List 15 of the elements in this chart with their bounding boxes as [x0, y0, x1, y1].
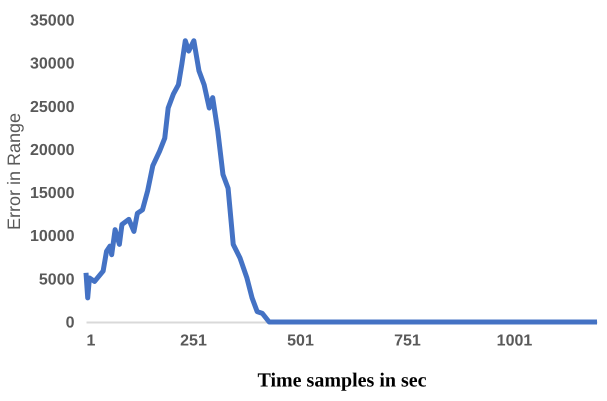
x-tick-label: 1: [86, 332, 96, 350]
x-tick-label: 751: [394, 332, 421, 350]
y-tick-label: 0: [66, 314, 75, 332]
y-tick-label: 25000: [30, 98, 75, 116]
y-tick-label: 20000: [30, 142, 75, 159]
y-tick-label: 30000: [30, 56, 75, 73]
y-tick-label: 10000: [30, 228, 75, 246]
y-tick-label: 35000: [30, 12, 75, 30]
x-tick-label: 501: [287, 332, 314, 350]
y-tick-label: 15000: [30, 185, 75, 202]
x-axis-title: Time samples in sec: [257, 370, 427, 392]
x-tick-label: 251: [180, 332, 207, 350]
y-axis-title: Error in Range: [4, 112, 24, 230]
y-tick-label: 5000: [38, 271, 75, 288]
x-tick-label: 1001: [496, 332, 532, 350]
